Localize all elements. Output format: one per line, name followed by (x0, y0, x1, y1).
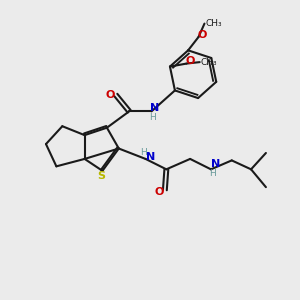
Text: H: H (140, 148, 146, 158)
Text: O: O (197, 31, 207, 40)
Text: CH₃: CH₃ (200, 58, 217, 67)
Text: O: O (185, 56, 195, 66)
Text: O: O (106, 90, 115, 100)
Text: O: O (154, 187, 164, 196)
Text: CH₃: CH₃ (205, 19, 222, 28)
Text: H: H (150, 113, 156, 122)
Text: N: N (150, 103, 160, 113)
Text: N: N (211, 159, 220, 169)
Text: N: N (146, 152, 155, 162)
Text: H: H (209, 169, 216, 178)
Text: S: S (97, 171, 105, 181)
